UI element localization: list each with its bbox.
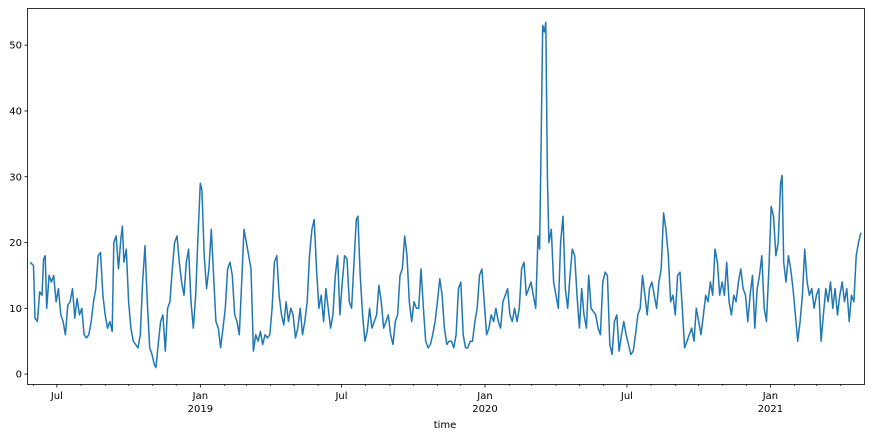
y-axis: 0 10 20 30 40 50 [9,41,28,381]
x-tick-label: Jan [192,391,208,402]
x-axis: Jul Jan 2019 Jul Jan 2020 Jul Jan 2021 [33,384,841,415]
x-tick-label: Jul [50,391,63,402]
y-tick-label: 30 [9,172,22,183]
series-line-0 [29,21,862,369]
y-tick-label: 40 [9,106,22,117]
plot-area [29,21,862,369]
x-axis-label: time [434,420,457,431]
y-tick-label: 50 [9,41,22,52]
x-tick-year-label: 2021 [758,404,783,415]
y-tick-label: 10 [9,304,22,315]
y-tick-label: 20 [9,238,22,249]
x-tick-label: Jul [620,391,633,402]
x-tick-label: Jul [334,391,347,402]
x-tick-label: Jan [762,391,778,402]
plot-frame [27,8,865,385]
x-tick-year-label: 2019 [188,404,213,415]
x-tick-label: Jan [476,391,492,402]
y-tick-label: 0 [16,370,22,381]
x-tick-year-label: 2020 [472,404,497,415]
